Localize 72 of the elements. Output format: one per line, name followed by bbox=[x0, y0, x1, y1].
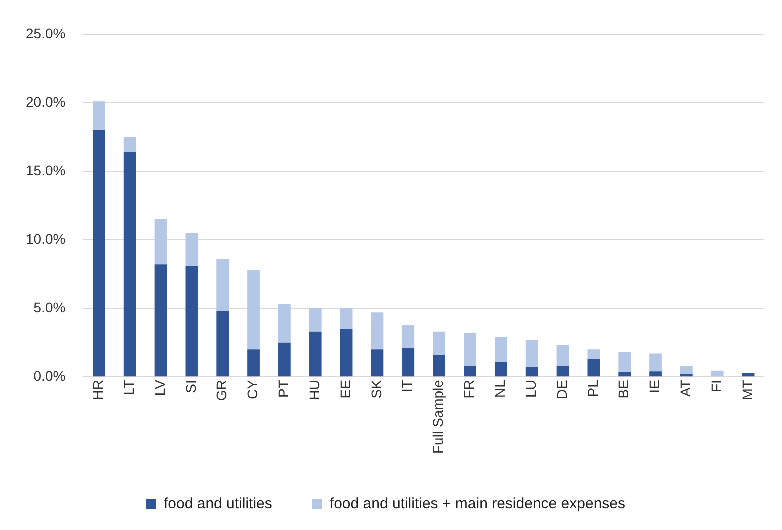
x-tick-label: CY bbox=[244, 379, 261, 400]
x-tick-label: FR bbox=[461, 380, 478, 399]
bar bbox=[588, 359, 600, 377]
bar bbox=[556, 366, 570, 377]
bar bbox=[154, 219, 168, 265]
bar bbox=[309, 332, 322, 377]
bar bbox=[618, 372, 632, 377]
bar bbox=[680, 374, 693, 377]
bar bbox=[371, 312, 384, 350]
bar bbox=[248, 270, 260, 350]
bar bbox=[186, 233, 198, 266]
bar bbox=[124, 137, 136, 152]
bar bbox=[650, 354, 662, 372]
bar bbox=[371, 350, 384, 377]
y-tick-label: 15.0% bbox=[26, 162, 66, 178]
bar bbox=[340, 329, 353, 377]
bar bbox=[92, 130, 106, 377]
bar bbox=[92, 102, 106, 130]
x-tick-label: HU bbox=[306, 380, 322, 400]
x-tick-label: GR bbox=[214, 380, 230, 402]
x-tick-label: MT bbox=[739, 380, 756, 400]
x-tick-label: BE bbox=[616, 380, 632, 399]
bar bbox=[124, 152, 136, 377]
bar bbox=[618, 352, 632, 372]
x-tick-label: AT bbox=[678, 380, 694, 397]
bar bbox=[216, 311, 230, 377]
bar bbox=[309, 308, 322, 332]
bar bbox=[340, 308, 353, 330]
bar bbox=[402, 348, 415, 377]
bar bbox=[680, 366, 693, 374]
bar bbox=[433, 355, 446, 377]
bar bbox=[402, 324, 415, 348]
x-tick-label: LU bbox=[522, 380, 539, 398]
x-tick-label: FI bbox=[708, 380, 724, 393]
bar bbox=[494, 362, 508, 377]
x-tick-label: LV bbox=[152, 379, 168, 396]
legend-label: food and utilities + main residence expenses bbox=[330, 496, 626, 513]
x-tick-label: IE bbox=[646, 380, 663, 394]
bar bbox=[186, 266, 198, 377]
y-tick-label: 0.0% bbox=[34, 368, 66, 384]
legend-label: food and utilities bbox=[164, 496, 272, 513]
y-tick-label: 5.0% bbox=[34, 299, 66, 316]
bar bbox=[464, 333, 476, 366]
bar bbox=[278, 342, 291, 377]
bar bbox=[711, 370, 724, 377]
bar bbox=[433, 332, 446, 356]
bar bbox=[248, 350, 260, 377]
x-tick-label: Full Sample bbox=[430, 380, 446, 454]
y-tick-label: 20.0% bbox=[26, 94, 66, 110]
x-tick-label: HR bbox=[90, 380, 106, 400]
x-tick-label: PT bbox=[276, 380, 292, 398]
bar bbox=[742, 372, 755, 377]
x-tick-label: PL bbox=[584, 380, 601, 398]
x-tick-label: EE bbox=[337, 380, 354, 399]
bar bbox=[526, 367, 538, 377]
bar bbox=[464, 366, 476, 377]
y-tick-label: 25.0% bbox=[26, 25, 66, 42]
x-tick-label: SI bbox=[182, 380, 199, 394]
x-tick-label: LT bbox=[120, 380, 137, 396]
bar bbox=[650, 372, 662, 377]
bar bbox=[216, 259, 230, 312]
x-tick-label: SK bbox=[368, 379, 384, 399]
bar bbox=[278, 304, 291, 343]
x-tick-label: IT bbox=[399, 380, 416, 393]
bar bbox=[526, 340, 538, 368]
x-tick-label: DE bbox=[554, 380, 570, 400]
bar bbox=[556, 346, 570, 366]
bar bbox=[588, 350, 600, 360]
y-tick-label: 10.0% bbox=[26, 230, 66, 247]
bar bbox=[494, 337, 508, 362]
x-tick-label: NL bbox=[492, 380, 508, 398]
bar bbox=[154, 264, 168, 377]
